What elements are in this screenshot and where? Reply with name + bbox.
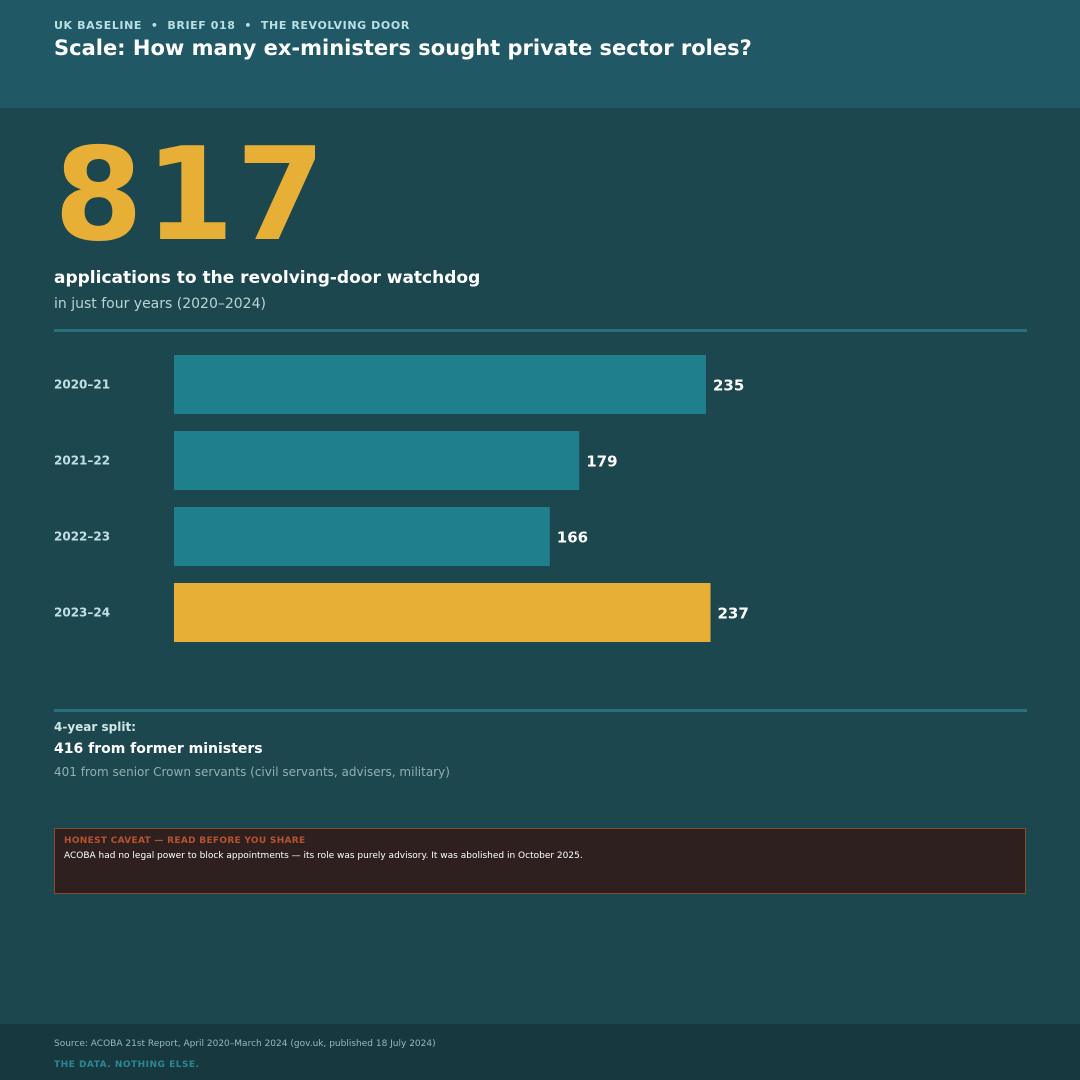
bar bbox=[174, 583, 711, 642]
value-label: 235 bbox=[713, 377, 744, 395]
category-label: 2023–24 bbox=[54, 606, 110, 620]
hero-number: 817 bbox=[54, 121, 328, 270]
split-ministers: 416 from former ministers bbox=[54, 741, 263, 757]
value-label: 179 bbox=[586, 453, 617, 471]
bar bbox=[174, 355, 706, 414]
category-label: 2021–22 bbox=[54, 454, 110, 468]
bar-chart: 2020–21 235 2021–22 179 2022–23 166 2023–24 237 bbox=[54, 355, 749, 642]
category-label: 2020–21 bbox=[54, 378, 110, 392]
footer: Source: ACOBA 21st Report, April 2020–Ma… bbox=[0, 1024, 1080, 1080]
split-label: 4-year split: bbox=[54, 720, 136, 734]
value-label: 237 bbox=[718, 605, 749, 623]
tagline: THE DATA. NOTHING ELSE. bbox=[54, 1060, 200, 1070]
caveat-text: ACOBA had no legal power to block appoin… bbox=[64, 851, 583, 861]
bar bbox=[174, 507, 550, 566]
split-crown-servants: 401 from senior Crown servants (civil se… bbox=[54, 765, 450, 779]
header-band: UK BASELINE • BRIEF 018 • THE REVOLVING … bbox=[0, 0, 1080, 108]
divider-top bbox=[54, 329, 1027, 332]
divider-bottom bbox=[54, 709, 1027, 712]
source-note: Source: ACOBA 21st Report, April 2020–Ma… bbox=[54, 1039, 436, 1049]
page-title: Scale: How many ex-ministers sought priv… bbox=[54, 36, 752, 60]
bar bbox=[174, 431, 580, 490]
brief-kicker: UK BASELINE • BRIEF 018 • THE REVOLVING … bbox=[54, 19, 410, 32]
hero-headline: applications to the revolving-door watch… bbox=[54, 268, 481, 288]
category-label: 2022–23 bbox=[54, 530, 110, 544]
value-label: 166 bbox=[557, 529, 588, 547]
hero-subhead: in just four years (2020–2024) bbox=[54, 296, 266, 312]
caveat-label: HONEST CAVEAT — READ BEFORE YOU SHARE bbox=[64, 836, 306, 846]
caveat-box: HONEST CAVEAT — READ BEFORE YOU SHARE AC… bbox=[54, 828, 1026, 894]
